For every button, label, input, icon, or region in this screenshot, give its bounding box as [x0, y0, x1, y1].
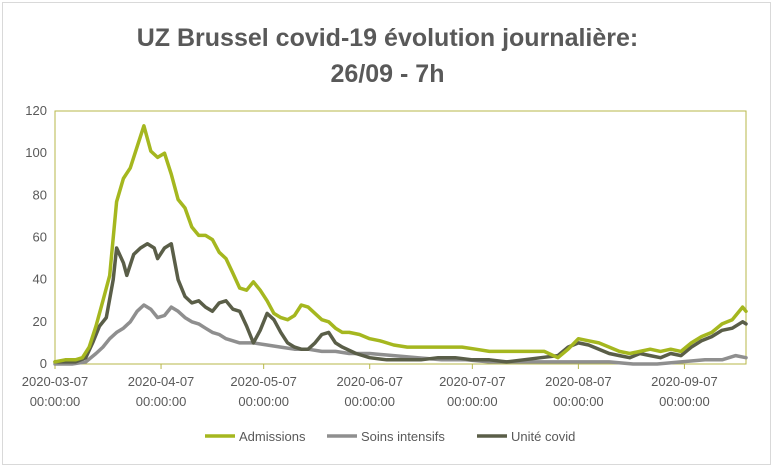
legend-label: Unité covid	[511, 429, 575, 444]
x-tick-label-time: 00:00:00	[553, 394, 604, 409]
x-tick-label-date: 2020-07-07	[439, 374, 506, 389]
x-tick-label-date: 2020-06-07	[336, 374, 403, 389]
y-tick-label: 80	[33, 187, 47, 202]
plot-area-border	[54, 110, 747, 365]
chart-title-block: UZ Brussel covid-19 évolution journalièr…	[0, 20, 775, 92]
y-tick-label: 60	[33, 230, 47, 245]
x-tick-label-time: 00:00:00	[136, 394, 187, 409]
x-tick-label-time: 00:00:00	[238, 394, 289, 409]
legend-label: Soins intensifs	[361, 429, 445, 444]
x-tick-label-time: 00:00:00	[344, 394, 395, 409]
x-tick-label-date: 2020-03-07	[22, 374, 89, 389]
legend-label: Admissions	[239, 429, 306, 444]
y-tick-label: 20	[33, 314, 47, 329]
x-tick-label-date: 2020-05-07	[230, 374, 297, 389]
chart-title: UZ Brussel covid-19 évolution journalièr…	[136, 24, 639, 52]
y-tick-label: 40	[33, 272, 47, 287]
x-tick-label-time: 00:00:00	[447, 394, 498, 409]
chart-subtitle: 26/09 - 7h	[330, 60, 445, 88]
x-tick-label-time: 00:00:00	[30, 394, 81, 409]
chart-frame	[2, 2, 771, 465]
y-tick-label: 0	[40, 356, 47, 371]
x-tick-label-date: 2020-09-07	[651, 374, 718, 389]
series-line-admissions	[53, 124, 748, 364]
y-tick-label: 120	[25, 103, 47, 118]
x-tick-label-date: 2020-04-07	[128, 374, 195, 389]
x-tick-label-time: 00:00:00	[659, 394, 710, 409]
y-tick-label: 100	[25, 145, 47, 160]
x-tick-label-date: 2020-08-07	[545, 374, 612, 389]
series-line-unité-covid	[53, 242, 748, 364]
